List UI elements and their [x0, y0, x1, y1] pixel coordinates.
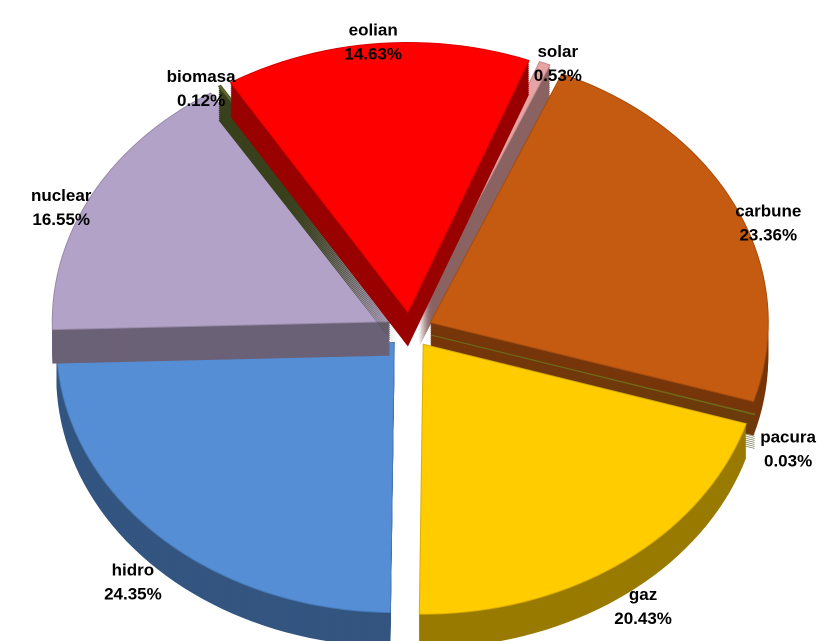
slice — [417, 61, 551, 348]
slice-value: 14.63% — [344, 45, 402, 64]
slice-side — [218, 119, 399, 350]
slice — [51, 92, 392, 364]
slice — [229, 41, 530, 347]
slice-side — [431, 341, 755, 421]
slice-side — [218, 113, 399, 344]
slice-side — [218, 105, 399, 336]
slice-side — [431, 337, 755, 417]
slice-top — [418, 343, 747, 615]
slice-top — [55, 342, 395, 614]
slice-top — [431, 334, 756, 416]
slice-side — [218, 115, 399, 346]
slice-label: carbune — [735, 201, 801, 220]
slice-top — [429, 73, 769, 403]
slice-label: biomasa — [167, 67, 237, 86]
slice-value: 0.12% — [177, 91, 225, 110]
slice-label: pacura — [760, 428, 816, 447]
slice-top — [51, 92, 392, 331]
slice-value: 23.36% — [739, 225, 797, 244]
slice-value: 0.53% — [534, 66, 582, 85]
slice-label: nuclear — [31, 186, 92, 205]
slice-value: 24.35% — [104, 584, 162, 603]
slice-value: 16.55% — [32, 210, 90, 229]
slice-value: 20.43% — [614, 609, 672, 628]
slice-top — [229, 41, 530, 314]
slice-side — [218, 117, 399, 348]
slice-value: 0.03% — [764, 452, 812, 471]
slice-side — [431, 345, 755, 425]
slice — [55, 342, 395, 641]
slice-side — [218, 107, 399, 338]
slice-side — [218, 109, 399, 340]
slice-side — [218, 111, 399, 342]
slice-label: gaz — [629, 585, 657, 604]
slice — [418, 343, 747, 641]
slice-side — [431, 343, 755, 423]
slice-label: hidro — [112, 560, 155, 579]
slice-label: solar — [537, 42, 578, 61]
slice — [429, 73, 769, 436]
slice-side — [431, 339, 755, 419]
slice-label: eolian — [349, 21, 398, 40]
